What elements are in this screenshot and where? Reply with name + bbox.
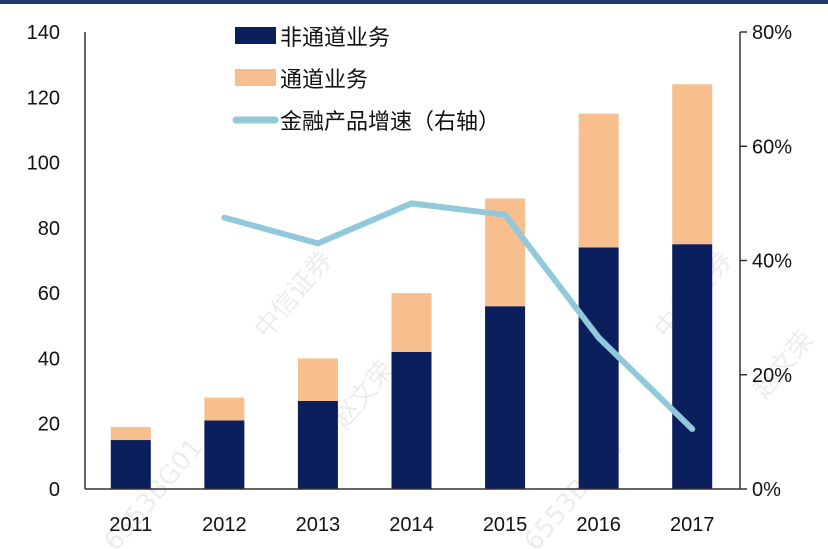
bar-non-channel-2012 [204,420,245,489]
left-tick-label: 140 [27,22,60,44]
x-tick-label: 2017 [670,514,715,536]
bar-channel-2013 [297,358,338,401]
x-tick-label: 2011 [109,514,152,536]
x-tick-label: 2014 [389,514,434,536]
left-tick-label: 40 [38,348,60,370]
left-tick-label: 20 [38,414,60,436]
right-tick-label: 80% [752,22,792,44]
top-border [0,0,828,4]
bar-channel-2014 [391,293,432,352]
legend-label: 非通道业务 [280,26,390,51]
left-tick-label: 0 [49,479,60,501]
bar-non-channel-2015 [485,306,526,489]
legend-label: 通道业务 [280,68,368,93]
x-tick-label: 2016 [576,514,621,536]
left-tick-label: 120 [27,87,60,109]
right-tick-label: 0% [752,479,781,501]
left-tick-label: 80 [38,218,60,240]
right-tick-label: 40% [752,251,792,273]
bar-channel-2011 [110,426,151,441]
left-tick-label: 100 [27,153,60,175]
bar-channel-2016 [578,113,619,248]
right-tick-label: 20% [752,365,792,387]
legend-swatch-channel [235,69,276,86]
bar-non-channel-2011 [110,440,151,489]
legend-label: 金融产品增速（右轴） [280,110,500,135]
legend-swatch-non-channel [235,27,276,44]
line-financial-product-growth [221,200,696,433]
left-tick-label: 60 [38,283,60,305]
right-tick-label: 60% [752,136,792,158]
bar-non-channel-2014 [391,351,432,489]
bar-non-channel-2013 [297,400,338,489]
bar-channel-2012 [204,397,245,421]
x-tick-label: 2015 [483,514,528,536]
x-tick-label: 2012 [202,514,247,536]
watermark-text: 赵文荣 [327,355,400,434]
bar-non-channel-2016 [578,247,619,489]
x-tick-label: 2013 [296,514,341,536]
bar-non-channel-2017 [672,244,713,489]
bar-channel-2017 [672,84,713,245]
watermark-text: 中信证券 [249,245,339,344]
